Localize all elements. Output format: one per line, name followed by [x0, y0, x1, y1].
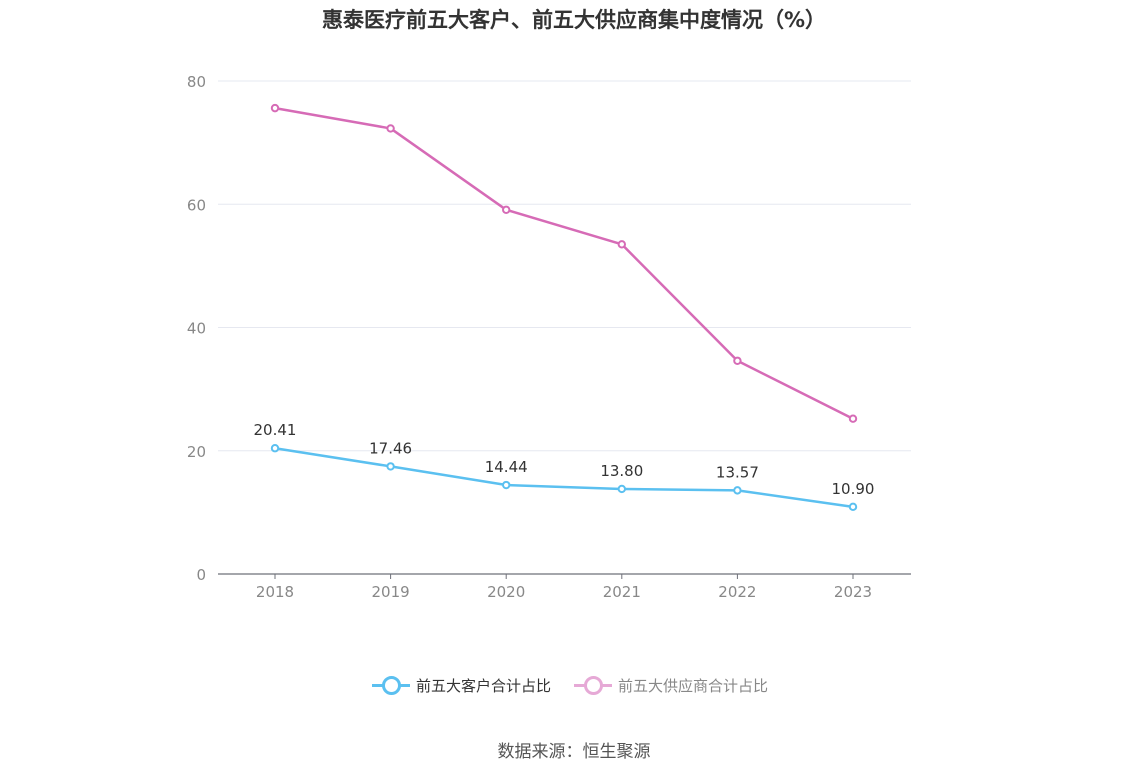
data-point-0-2018	[270, 444, 280, 453]
y-tick-label-80: 80	[187, 73, 206, 91]
legend-swatch-suppliers	[574, 674, 612, 696]
data-label-0-2021: 13.80	[600, 462, 643, 480]
data-point-1-2022	[733, 356, 742, 365]
x-tick-label-2019: 2019	[372, 583, 410, 601]
data-label-0-2022: 13.57	[716, 463, 759, 481]
y-tick-label-60: 60	[187, 196, 206, 214]
legend-label-suppliers: 前五大供应商合计占比	[618, 676, 769, 695]
data-point-1-2023	[848, 414, 858, 423]
x-tick-label-2018: 2018	[256, 583, 294, 601]
chart-title: 惠泰医疗前五大客户、前五大供应商集中度情况（%）	[321, 8, 827, 32]
data-point-0-2020	[502, 480, 511, 490]
legend-swatch-customers	[372, 674, 410, 696]
data-label-0-2018: 20.41	[254, 421, 297, 439]
data-point-0-2022	[733, 486, 742, 495]
data-source-note: 数据来源：恒生聚源	[497, 742, 651, 762]
y-tick-label-40: 40	[187, 320, 206, 338]
grid-lines	[218, 80, 911, 452]
x-axis: 2018 2019 2020 2021 2022 2023	[218, 573, 911, 601]
data-label-0-2023: 10.90	[832, 480, 875, 498]
series-line-0	[274, 446, 854, 509]
data-point-0-2023	[848, 502, 858, 512]
x-tick-label-2021: 2021	[603, 583, 641, 601]
legend-item-suppliers[interactable]: 前五大供应商合计占比	[574, 673, 768, 697]
data-point-0-2021	[617, 484, 626, 494]
y-axis-ticks: 0 20 40 60 80	[187, 73, 206, 584]
data-label-0-2020: 14.44	[485, 458, 528, 476]
data-point-1-2021	[617, 240, 626, 249]
x-tick-label-2022: 2022	[718, 583, 756, 601]
series-line-1	[274, 106, 854, 420]
x-tick-label-2023: 2023	[834, 583, 872, 601]
legend-item-customers[interactable]: 前五大客户合计占比	[372, 673, 551, 697]
data-label-0-2019: 17.46	[369, 439, 412, 457]
data-point-0-2019	[386, 462, 395, 471]
data-point-1-2018	[270, 103, 280, 113]
x-tick-label-2020: 2020	[487, 583, 525, 601]
data-point-1-2019	[386, 124, 395, 133]
y-tick-label-20: 20	[187, 443, 206, 461]
y-tick-label-0: 0	[196, 566, 206, 584]
legend-label-customers: 前五大客户合计占比	[416, 676, 552, 695]
series-group: 20.41 17.46 14.44 13.80 13.57 10.90	[254, 103, 875, 512]
data-point-1-2020	[502, 205, 511, 214]
